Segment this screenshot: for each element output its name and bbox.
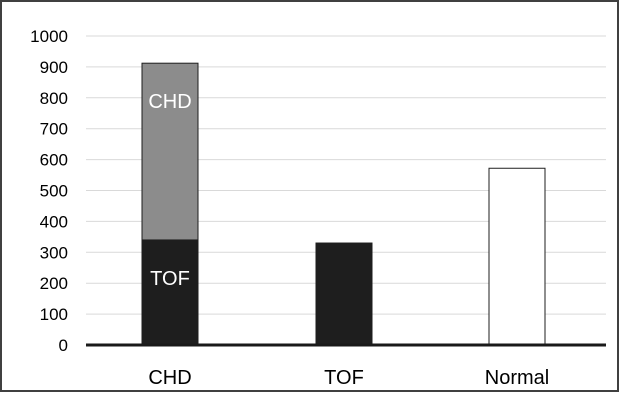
bar-segment-normal-3 <box>488 167 546 346</box>
x-tick-label: Normal <box>485 367 549 389</box>
y-tick-label: 800 <box>40 89 68 108</box>
y-tick-label: 700 <box>40 120 68 139</box>
segment-labels: TOF CHD <box>148 91 191 290</box>
bar-segment-chd-0 <box>141 239 199 346</box>
x-tick-label: TOF <box>324 367 364 389</box>
x-axis-ticks: CHD TOF Normal <box>148 367 549 389</box>
segment-label: CHD <box>148 91 191 113</box>
y-tick-label: 300 <box>40 243 68 262</box>
y-tick-label: 1000 <box>30 27 68 46</box>
bars <box>141 62 546 346</box>
y-tick-label: 900 <box>40 58 68 77</box>
y-tick-label: 0 <box>59 336 68 355</box>
y-tick-label: 500 <box>40 182 68 201</box>
bar-segment-chd-1 <box>141 62 199 241</box>
y-tick-label: 600 <box>40 151 68 170</box>
y-axis-ticks: 0 100 200 300 400 500 600 700 800 900 1000 <box>30 27 68 355</box>
bar-chart: 0 100 200 300 400 500 600 700 800 900 1000 CHD TOF N… <box>30 27 606 389</box>
y-tick-label: 400 <box>40 212 68 231</box>
bar-segment-tof-2 <box>315 242 373 346</box>
y-tick-label: 100 <box>40 305 68 324</box>
y-tick-label: 200 <box>40 274 68 293</box>
x-tick-label: CHD <box>148 367 191 389</box>
segment-label: TOF <box>150 268 190 290</box>
